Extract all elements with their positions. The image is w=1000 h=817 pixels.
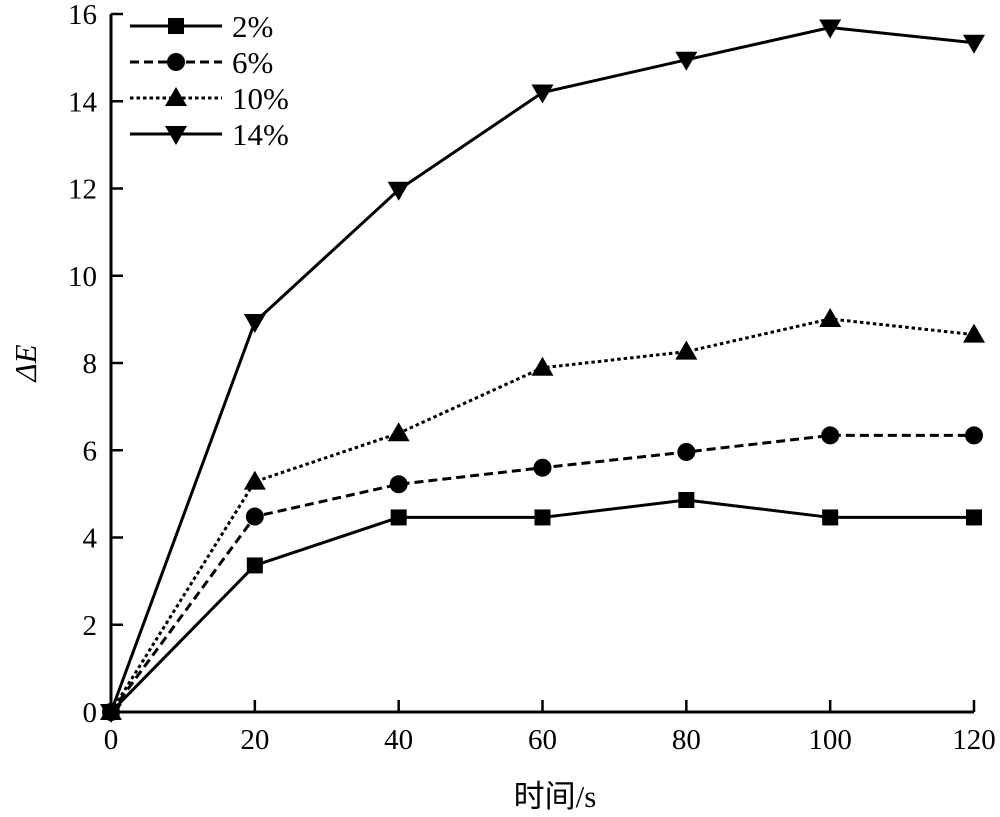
y-tick-label: 8	[83, 348, 98, 380]
data-point	[534, 509, 551, 526]
data-point	[963, 323, 985, 343]
series-line	[109, 433, 974, 713]
y-tick-label: 14	[68, 86, 98, 118]
data-point	[533, 458, 552, 477]
legend-item: 6%	[130, 45, 273, 80]
data-point	[819, 19, 842, 39]
data-point	[245, 507, 264, 526]
y-axis-label: ΔE	[8, 344, 43, 383]
y-tick-label: 16	[68, 0, 97, 31]
series-14pct	[100, 19, 985, 723]
x-tick-label: 40	[384, 724, 413, 756]
series-group	[100, 19, 985, 723]
legend-item: 10%	[130, 81, 289, 116]
legend-label: 10%	[232, 81, 289, 116]
series-6pct	[102, 426, 983, 721]
y-tick-label: 0	[83, 697, 98, 729]
axes: 0 20 40 60 80 100 120 0 2 4 6 8 10 12 14 16	[68, 0, 996, 756]
x-tick-label: 0	[104, 724, 119, 756]
data-point	[531, 356, 554, 376]
x-tick-label: 100	[808, 724, 852, 756]
data-point	[965, 426, 983, 445]
x-axis-label: 时间/s	[514, 779, 597, 814]
series-line	[109, 498, 974, 714]
legend-item: 2%	[130, 9, 273, 44]
data-point	[100, 704, 122, 723]
data-point	[966, 509, 982, 526]
data-point	[677, 442, 696, 461]
legend-marker	[165, 126, 187, 145]
data-point	[390, 509, 407, 526]
series-10pct	[100, 307, 985, 720]
x-tick-label: 60	[528, 724, 557, 756]
legend-item: 14%	[130, 117, 289, 152]
data-point	[819, 307, 842, 327]
x-tick-label: 120	[952, 724, 996, 756]
legend-marker	[165, 87, 187, 106]
data-point	[678, 491, 695, 508]
y-tick-label: 12	[68, 174, 97, 206]
data-point	[963, 34, 985, 54]
y-tick-label: 2	[83, 610, 98, 642]
legend-marker	[168, 18, 184, 34]
legend-marker	[167, 53, 185, 71]
legend-label: 14%	[232, 117, 289, 152]
y-tick-label: 6	[83, 435, 98, 467]
data-point	[675, 340, 698, 360]
data-point	[387, 422, 410, 442]
series-2pct	[103, 491, 982, 720]
y-tick-label: 10	[68, 261, 97, 293]
data-point	[243, 470, 266, 490]
y-tick-label: 4	[83, 523, 98, 555]
legend: 2%6%10%14%	[130, 9, 289, 152]
x-tick-label: 20	[240, 724, 269, 756]
data-point	[389, 475, 408, 494]
data-point	[822, 509, 839, 526]
data-point	[531, 84, 554, 104]
x-tick-label: 80	[672, 724, 701, 756]
data-point	[243, 313, 266, 333]
data-point	[675, 51, 698, 71]
legend-label: 2%	[232, 9, 273, 44]
data-point	[387, 181, 410, 201]
data-point	[246, 557, 263, 574]
data-point	[821, 426, 840, 445]
legend-label: 6%	[232, 45, 273, 80]
